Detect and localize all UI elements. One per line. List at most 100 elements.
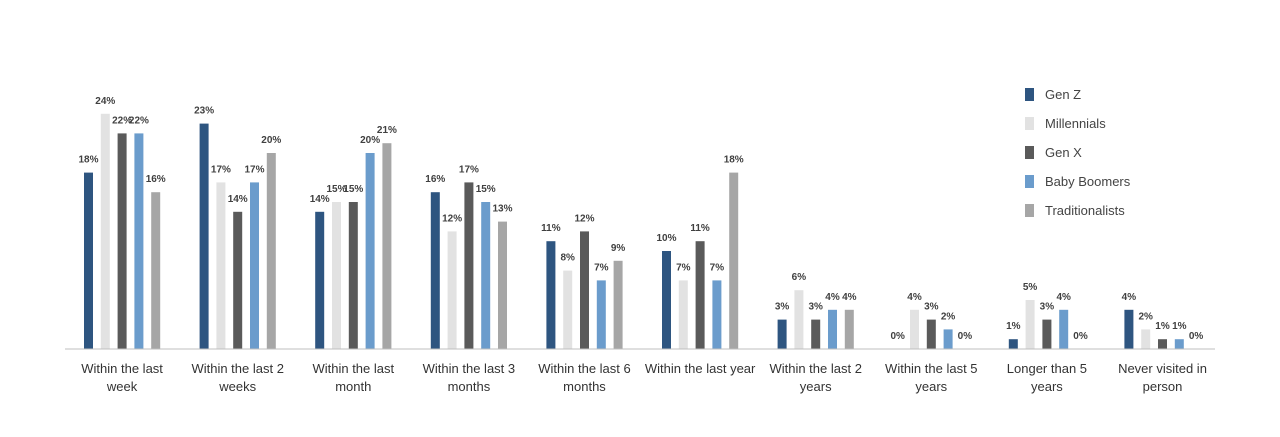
- bar-gen-x-3: [348, 202, 358, 349]
- value-label-gen-x-4: 17%: [459, 164, 479, 175]
- legend-swatch-millennials: [1025, 117, 1034, 130]
- value-label-gen-x-1: 22%: [112, 115, 132, 126]
- category-label-1: Within the last week: [81, 361, 163, 394]
- value-label-gen-z-10: 4%: [1122, 292, 1137, 303]
- value-label-gen-z-7: 3%: [775, 302, 790, 313]
- bar-baby-boomers-2: [250, 182, 259, 349]
- value-label-millennials-7: 6%: [792, 272, 807, 283]
- bars-layer: [84, 113, 1184, 349]
- value-label-baby-boomers-1: 22%: [129, 115, 149, 126]
- legend: Gen Z Millennials Gen X Baby Boomers Traditi…: [1025, 87, 1131, 218]
- bar-millennials-1: [100, 113, 110, 349]
- legend-swatch-baby-boomers: [1025, 175, 1034, 188]
- bar-baby-boomers-3: [365, 153, 375, 349]
- bar-baby-boomers-8: [943, 329, 953, 349]
- value-label-traditionalists-1: 16%: [146, 174, 166, 185]
- category-label-4: Within the last 3 months: [423, 361, 516, 394]
- value-label-millennials-9: 5%: [1023, 282, 1038, 293]
- bar-gen-z-5: [546, 241, 556, 349]
- value-label-baby-boomers-10: 1%: [1172, 321, 1187, 332]
- bar-gen-x-8: [926, 319, 936, 349]
- bar-gen-x-1: [117, 133, 127, 349]
- bar-gen-z-1: [84, 172, 93, 349]
- bar-baby-boomers-4: [481, 202, 491, 349]
- value-label-traditionalists-6: 18%: [724, 155, 744, 166]
- bar-gen-x-9: [1042, 319, 1052, 349]
- value-label-gen-z-2: 23%: [194, 106, 214, 117]
- bar-traditionalists-7: [844, 309, 854, 349]
- value-label-traditionalists-3: 21%: [377, 125, 397, 136]
- value-label-gen-x-8: 3%: [924, 302, 939, 313]
- value-label-millennials-1: 24%: [95, 96, 115, 107]
- value-label-baby-boomers-4: 15%: [476, 184, 496, 195]
- value-label-traditionalists-4: 13%: [492, 204, 512, 215]
- value-label-baby-boomers-8: 2%: [941, 311, 956, 322]
- legend-label-traditionalists: Traditionalists: [1045, 203, 1125, 218]
- bar-baby-boomers-9: [1059, 309, 1069, 349]
- bar-baby-boomers-10: [1174, 339, 1184, 349]
- bar-gen-z-3: [315, 211, 325, 349]
- value-label-millennials-5: 8%: [560, 253, 575, 264]
- value-label-gen-z-1: 18%: [78, 155, 98, 166]
- value-label-traditionalists-8: 0%: [958, 331, 973, 342]
- bar-traditionalists-5: [613, 260, 623, 349]
- value-label-baby-boomers-3: 20%: [360, 135, 380, 146]
- category-label-5: Within the last 6 months: [538, 361, 631, 394]
- bar-baby-boomers-7: [828, 309, 837, 349]
- value-label-baby-boomers-2: 17%: [244, 164, 264, 175]
- bar-traditionalists-6: [729, 172, 739, 349]
- value-label-gen-x-2: 14%: [228, 194, 248, 205]
- bar-traditionalists-3: [382, 143, 392, 349]
- category-label-6: Within the last year: [645, 361, 756, 376]
- value-label-traditionalists-10: 0%: [1189, 331, 1204, 342]
- bar-gen-z-6: [662, 251, 671, 349]
- bar-millennials-2: [216, 182, 226, 349]
- value-label-millennials-6: 7%: [676, 262, 691, 273]
- value-label-millennials-2: 17%: [211, 164, 231, 175]
- value-label-gen-z-8: 0%: [890, 331, 905, 342]
- value-label-gen-x-3: 15%: [343, 184, 363, 195]
- legend-swatch-traditionalists: [1025, 204, 1034, 217]
- value-label-traditionalists-7: 4%: [842, 292, 857, 303]
- value-label-millennials-8: 4%: [907, 292, 922, 303]
- bar-millennials-7: [794, 290, 804, 349]
- value-labels-layer: 18%24%22%22%16%23%17%14%17%20%14%15%15%2…: [78, 96, 1203, 342]
- value-label-gen-x-5: 12%: [574, 213, 594, 224]
- bar-traditionalists-2: [266, 153, 276, 349]
- bar-gen-z-4: [430, 192, 440, 349]
- value-label-millennials-3: 15%: [326, 184, 346, 195]
- bar-gen-z-2: [199, 123, 209, 349]
- value-label-gen-z-6: 10%: [656, 233, 676, 244]
- bar-gen-x-10: [1158, 339, 1167, 349]
- value-label-millennials-4: 12%: [442, 213, 462, 224]
- category-label-2: Within the last 2 weeks: [191, 361, 284, 394]
- bar-millennials-6: [678, 280, 688, 349]
- bar-gen-x-5: [580, 231, 589, 349]
- value-label-gen-x-10: 1%: [1155, 321, 1170, 332]
- value-label-baby-boomers-9: 4%: [1056, 292, 1071, 303]
- value-label-gen-x-9: 3%: [1040, 302, 1055, 313]
- bar-millennials-10: [1141, 329, 1151, 349]
- category-label-7: Within the last 2 years: [769, 361, 862, 394]
- bar-millennials-9: [1025, 300, 1035, 349]
- value-label-traditionalists-9: 0%: [1073, 331, 1088, 342]
- value-label-baby-boomers-7: 4%: [825, 292, 840, 303]
- category-label-9: Longer than 5 years: [1007, 361, 1087, 394]
- category-label-10: Never visited in person: [1118, 361, 1207, 394]
- bar-millennials-4: [447, 231, 457, 349]
- bar-gen-x-6: [695, 241, 705, 349]
- bar-millennials-5: [563, 270, 573, 349]
- bar-gen-z-10: [1124, 309, 1134, 349]
- legend-swatch-gen-z: [1025, 88, 1034, 101]
- value-label-traditionalists-2: 20%: [261, 135, 281, 146]
- bar-millennials-8: [910, 309, 919, 349]
- bar-gen-x-4: [464, 182, 474, 349]
- category-label-3: Within the last month: [312, 361, 394, 394]
- legend-label-gen-z: Gen Z: [1045, 87, 1081, 102]
- bar-baby-boomers-5: [596, 280, 606, 349]
- value-label-millennials-10: 2%: [1138, 311, 1153, 322]
- value-label-gen-x-7: 3%: [808, 302, 823, 313]
- bar-traditionalists-4: [498, 221, 507, 349]
- value-label-gen-z-5: 11%: [541, 223, 561, 234]
